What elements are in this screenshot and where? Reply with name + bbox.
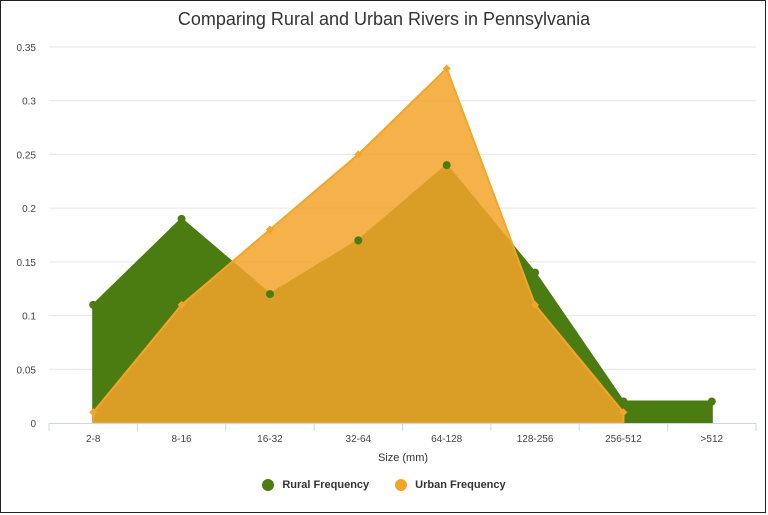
data-point-rural xyxy=(89,300,98,309)
series-markers xyxy=(89,64,716,417)
y-tick-label: 0 xyxy=(30,419,36,430)
legend: Rural Frequency Urban Frequency xyxy=(1,479,767,491)
y-tick-label: 0.15 xyxy=(17,258,37,269)
chart-title: Comparing Rural and Urban Rivers in Penn… xyxy=(177,9,591,29)
series-area-urban xyxy=(92,67,625,424)
y-tick-label: 0.05 xyxy=(17,365,37,376)
data-point-urban xyxy=(531,300,540,309)
data-point-urban xyxy=(354,150,363,159)
data-point-urban xyxy=(619,408,628,417)
x-tick-label: 128-256 xyxy=(517,434,554,445)
x-tick-label: >512 xyxy=(701,434,724,445)
y-tick-label: 0.25 xyxy=(17,150,37,161)
y-tick-label: 0.35 xyxy=(17,43,37,54)
data-point-rural xyxy=(531,268,540,277)
x-tick-label: 2-8 xyxy=(86,434,101,445)
legend-swatch-urban xyxy=(395,479,408,491)
y-tick-label: 0.2 xyxy=(22,204,36,215)
legend-label-urban: Urban Frequency xyxy=(415,479,506,491)
data-point-rural xyxy=(265,290,274,299)
x-tick-label: 64-128 xyxy=(431,434,463,445)
data-point-urban xyxy=(265,225,274,234)
data-point-rural xyxy=(707,397,716,406)
data-point-rural xyxy=(354,236,363,245)
data-point-rural xyxy=(177,214,186,223)
data-point-urban xyxy=(177,300,186,309)
legend-swatch-rural xyxy=(262,479,275,491)
data-point-urban xyxy=(89,408,98,417)
data-point-rural xyxy=(619,397,628,406)
legend-label-rural: Rural Frequency xyxy=(282,479,370,491)
legend-item-urban[interactable]: Urban Frequency xyxy=(395,479,506,491)
data-point-urban xyxy=(442,64,451,73)
x-tick-label: 16-32 xyxy=(257,434,283,445)
x-tick-label: 256-512 xyxy=(605,434,642,445)
legend-item-rural[interactable]: Rural Frequency xyxy=(262,479,369,491)
data-point-rural xyxy=(442,161,451,170)
x-axis-label: Size (mm) xyxy=(378,452,428,464)
x-tick-label: 8-16 xyxy=(172,434,192,445)
x-tick-label: 32-64 xyxy=(346,434,372,445)
series-areas xyxy=(92,67,713,424)
y-tick-label: 0.1 xyxy=(22,312,36,323)
y-tick-label: 0.3 xyxy=(22,97,36,108)
axes: 0 0.05 0.1 0.15 0.2 0.25 0.3 0.35 2-8 8-16 16-32 32… xyxy=(17,43,757,445)
